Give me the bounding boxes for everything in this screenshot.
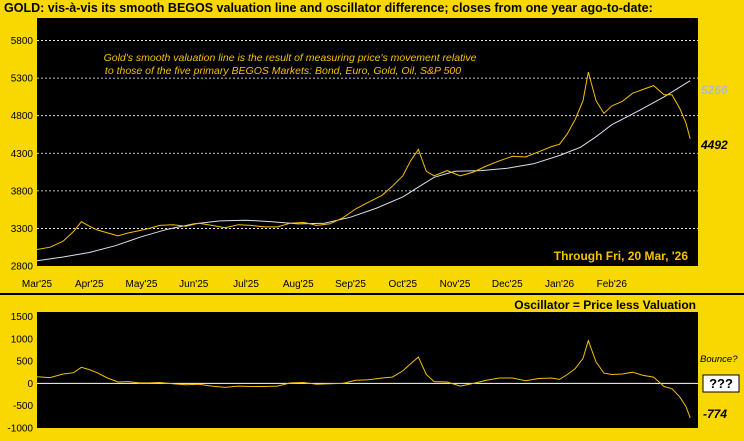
price-y-tick: 3300 (11, 224, 34, 235)
price-x-tick: Apr'25 (75, 279, 104, 290)
price-line (36, 71, 691, 250)
oscillator-line (36, 339, 691, 419)
price-y-tick: 5800 (11, 36, 34, 47)
oscillator-y-tick: 0 (27, 379, 33, 390)
price-y-tick: 4300 (11, 149, 34, 160)
chart-title: GOLD: vis-à-vis its smooth BEGOS valuati… (4, 1, 653, 15)
last-oscillator-label: -774 (703, 407, 727, 421)
price-x-tick: Jun'25 (179, 279, 209, 290)
annotation-line-2: to those of the five primary BEGOS Marke… (105, 65, 461, 77)
bounce-box-text: ??? (709, 376, 733, 391)
last-valuation-label: 5266 (701, 83, 728, 97)
price-x-tick-labels: Mar'25 Apr'25 May'25 Jun'25 Jul'25 Aug'25 Sep'… (22, 279, 627, 290)
last-price-label: 4492 (700, 138, 728, 152)
price-y-tick: 3800 (11, 186, 34, 197)
price-x-tick: May'25 (126, 279, 158, 290)
price-x-tick: Jul'25 (233, 279, 259, 290)
price-x-tick: Nov'25 (440, 279, 471, 290)
price-y-tick: 2800 (11, 262, 34, 273)
bounce-box: ??? (702, 374, 740, 393)
oscillator-y-tick-labels: -1000 -500 0 500 1000 1500 (7, 312, 33, 435)
price-x-tick: Mar'25 (22, 279, 53, 290)
bounce-label: Bounce? (700, 354, 738, 365)
price-y-tick-labels: 2800 3300 3800 4300 4800 5300 5800 (11, 36, 34, 272)
through-date-label: Through Fri, 20 Mar, '26 (554, 249, 689, 263)
valuation-line (36, 80, 691, 262)
price-x-tick: Sep'25 (335, 279, 366, 290)
oscillator-panel (37, 312, 698, 428)
oscillator-title: Oscillator = Price less Valuation (514, 298, 696, 312)
price-x-tick: Oct'25 (388, 279, 417, 290)
oscillator-y-tick: -1000 (7, 424, 33, 435)
oscillator-y-tick: 1500 (11, 312, 34, 323)
price-x-tick: Dec'25 (492, 279, 523, 290)
panel-separator (0, 293, 744, 295)
price-y-tick: 5300 (11, 74, 34, 85)
price-y-tick: 4800 (11, 111, 34, 122)
price-x-tick: Feb'26 (597, 279, 628, 290)
annotation-line-1: Gold's smooth valuation line is the resu… (104, 52, 477, 64)
price-x-tick: Aug'25 (283, 279, 314, 290)
annotation-box: Gold's smooth valuation line is the resu… (104, 52, 477, 77)
oscillator-y-tick: -500 (13, 401, 33, 412)
oscillator-y-tick: 1000 (11, 334, 34, 345)
oscillator-y-tick: 500 (16, 357, 33, 368)
bounce-box-frame (702, 374, 740, 393)
price-x-tick: Jan'26 (545, 279, 575, 290)
